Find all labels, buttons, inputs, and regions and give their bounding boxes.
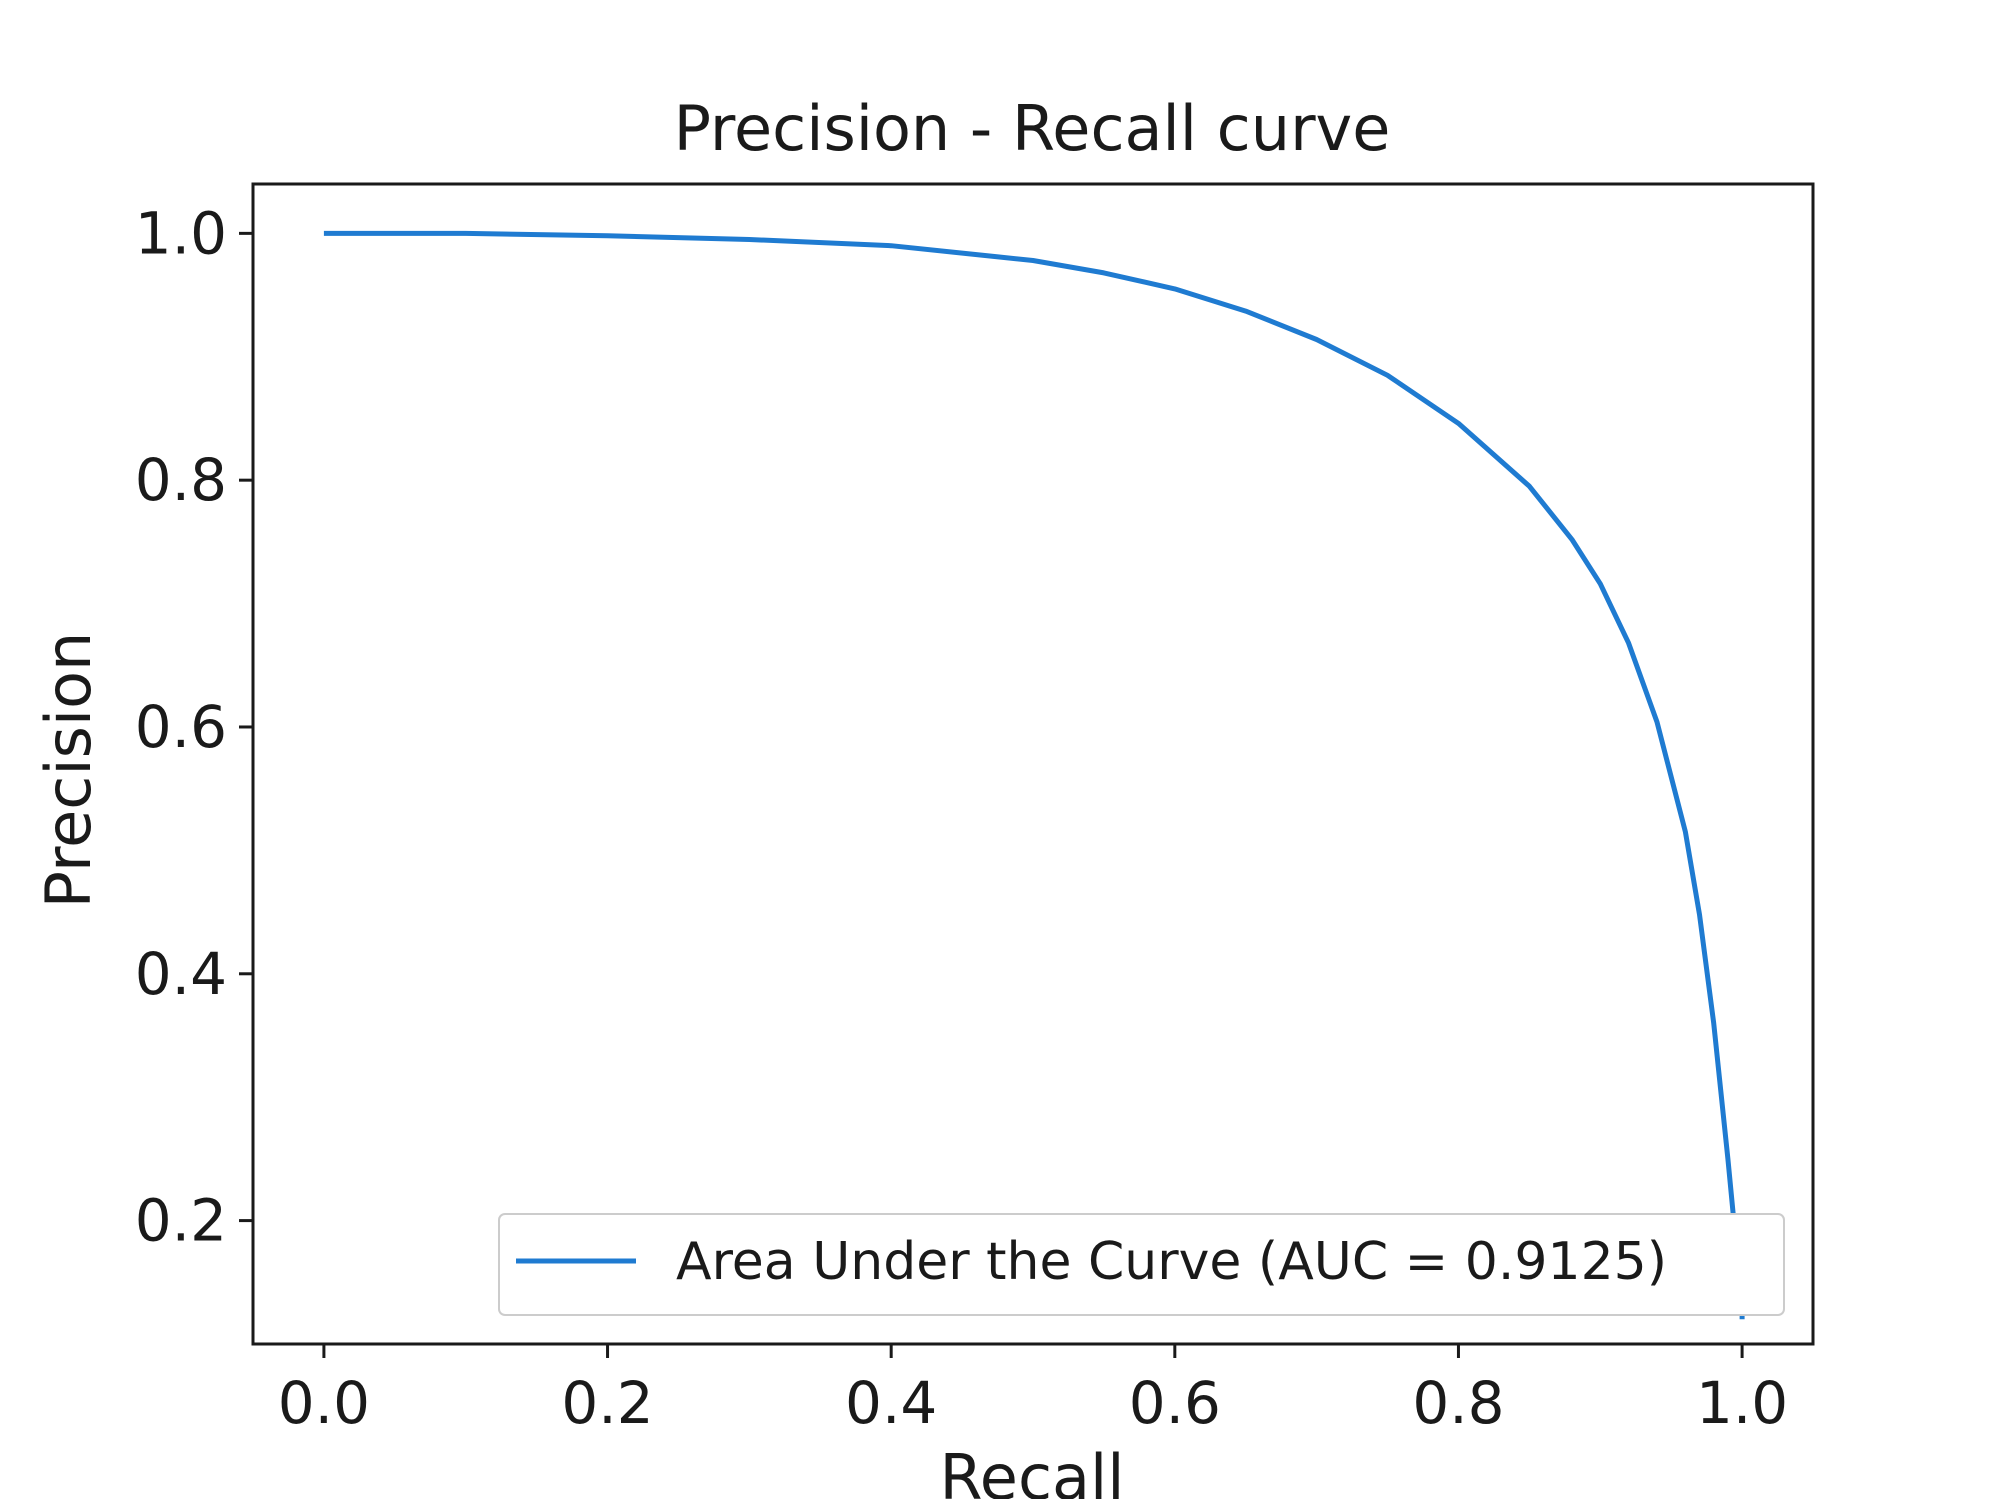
x-tick-label: 0.4 bbox=[845, 1369, 937, 1437]
series-layer bbox=[323, 230, 1745, 1320]
legend: Area Under the Curve (AUC = 0.9125) bbox=[498, 1213, 1785, 1316]
y-tick-label: 0.8 bbox=[135, 446, 227, 514]
y-axis-ticks: 0.2 0.4 0.6 0.8 1.0 bbox=[135, 199, 253, 1255]
x-tick-label: 0.2 bbox=[561, 1369, 653, 1437]
chart-title: Precision - Recall curve bbox=[674, 92, 1391, 165]
legend-entry: Area Under the Curve (AUC = 0.9125) bbox=[676, 1232, 1667, 1292]
y-tick-label: 1.0 bbox=[135, 199, 227, 267]
x-tick-label: 0.0 bbox=[278, 1369, 370, 1437]
series-line bbox=[323, 230, 1745, 1320]
x-axis-ticks: 0.0 0.2 0.4 0.6 0.8 1.0 bbox=[278, 1344, 1788, 1437]
y-tick-label: 0.4 bbox=[135, 940, 227, 1008]
x-tick-label: 1.0 bbox=[1696, 1369, 1788, 1437]
legend-box bbox=[498, 1213, 1785, 1316]
x-tick-label: 0.8 bbox=[1412, 1369, 1504, 1437]
y-tick-label: 0.2 bbox=[135, 1187, 227, 1255]
y-axis-label: Precision bbox=[32, 632, 105, 909]
y-tick-label: 0.6 bbox=[135, 693, 227, 761]
plot-frame bbox=[251, 182, 1815, 1346]
x-tick-label: 0.6 bbox=[1129, 1369, 1221, 1437]
x-axis-label: Recall bbox=[940, 1441, 1125, 1499]
